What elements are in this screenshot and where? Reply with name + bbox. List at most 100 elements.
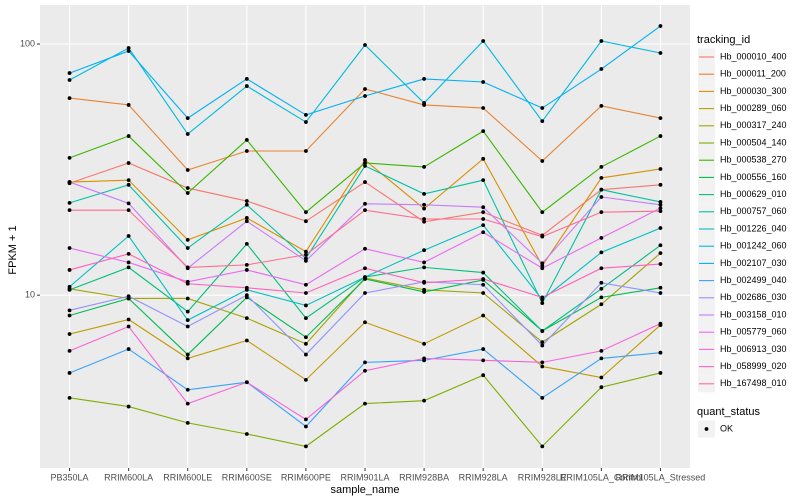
x-axis-label: sample_name	[330, 484, 399, 496]
data-point	[422, 206, 426, 211]
data-point	[599, 39, 604, 43]
data-point	[363, 94, 367, 98]
data-point	[244, 202, 249, 207]
data-point	[599, 103, 604, 108]
data-point	[67, 71, 72, 75]
legend-label: Hb_001226_040	[720, 223, 787, 233]
data-point	[67, 180, 72, 184]
data-point	[244, 262, 249, 267]
legend-label: Hb_000504_140	[720, 137, 787, 147]
legend-label: Hb_003158_010	[720, 309, 787, 319]
data-point	[185, 356, 190, 361]
data-point	[126, 134, 131, 138]
legend-swatch	[704, 427, 709, 431]
data-point	[126, 317, 131, 322]
data-point	[658, 167, 663, 171]
data-point	[481, 291, 486, 295]
data-point	[599, 187, 604, 192]
data-point	[185, 168, 190, 172]
legend-title: quant_status	[697, 406, 760, 418]
legend-label: Hb_001242_060	[720, 241, 787, 251]
data-point	[67, 246, 72, 250]
data-point	[244, 216, 249, 220]
data-point	[185, 265, 190, 270]
data-point	[126, 46, 131, 50]
data-point	[363, 291, 367, 295]
data-point	[599, 286, 604, 291]
data-point	[363, 360, 367, 365]
y-axis-label: FPKM + 1	[7, 225, 19, 274]
data-point	[540, 301, 545, 305]
data-point	[481, 347, 486, 351]
data-point	[540, 340, 545, 345]
data-point	[244, 84, 249, 88]
data-point	[67, 313, 72, 318]
data-point	[363, 401, 367, 406]
data-point	[658, 134, 663, 138]
data-point	[599, 302, 604, 307]
data-point	[363, 164, 367, 168]
data-point	[244, 338, 249, 343]
data-point	[540, 159, 545, 163]
data-point	[126, 404, 131, 409]
data-point	[185, 186, 190, 190]
x-tick-label: RRIM600LE	[163, 472, 212, 482]
data-point	[658, 243, 663, 248]
data-point	[244, 316, 249, 321]
data-point	[67, 78, 72, 82]
data-point	[67, 96, 72, 101]
data-point	[185, 401, 190, 406]
data-point	[126, 265, 131, 270]
x-tick-label: RRIM928BA	[399, 472, 449, 482]
data-point	[67, 200, 72, 205]
data-point	[540, 106, 545, 110]
data-point	[126, 347, 131, 351]
data-point	[126, 201, 131, 206]
data-point	[67, 284, 72, 289]
data-point	[540, 343, 545, 348]
data-point	[363, 158, 367, 162]
data-point	[599, 375, 604, 380]
data-point	[540, 119, 545, 124]
data-point	[658, 202, 663, 207]
data-point	[185, 191, 190, 195]
data-point	[126, 103, 131, 107]
data-point	[422, 260, 426, 265]
legend-label: Hb_058999_020	[720, 361, 787, 371]
data-point	[126, 294, 131, 299]
data-point	[304, 113, 308, 117]
legend-label: Hb_000538_270	[720, 155, 787, 165]
data-point	[363, 208, 367, 213]
x-tick-label: RRIM600SE	[222, 472, 272, 482]
data-point	[304, 316, 308, 321]
data-point	[540, 234, 545, 239]
data-point	[599, 295, 604, 300]
data-point	[422, 356, 426, 361]
data-point	[185, 324, 190, 329]
data-point	[540, 364, 545, 369]
data-point	[67, 287, 72, 292]
data-point	[481, 156, 486, 161]
data-point	[244, 219, 249, 224]
data-point	[244, 380, 249, 385]
data-point	[244, 199, 249, 203]
data-point	[363, 266, 367, 271]
x-tick-label: RRIM901LA	[340, 472, 389, 482]
data-point	[599, 176, 604, 180]
data-point	[599, 236, 604, 240]
x-tick-label: PB350LA	[51, 472, 89, 482]
data-point	[363, 320, 367, 325]
data-point	[481, 205, 486, 210]
data-point	[304, 335, 308, 340]
data-point	[185, 387, 190, 392]
data-point	[304, 219, 308, 224]
data-point	[599, 348, 604, 353]
data-point	[363, 180, 367, 184]
data-point	[658, 206, 663, 211]
data-point	[185, 420, 190, 425]
legend-label: Hb_002686_030	[720, 292, 787, 302]
data-point	[422, 265, 426, 270]
legend-label: Hb_002499_040	[720, 275, 787, 285]
data-point	[599, 210, 604, 215]
